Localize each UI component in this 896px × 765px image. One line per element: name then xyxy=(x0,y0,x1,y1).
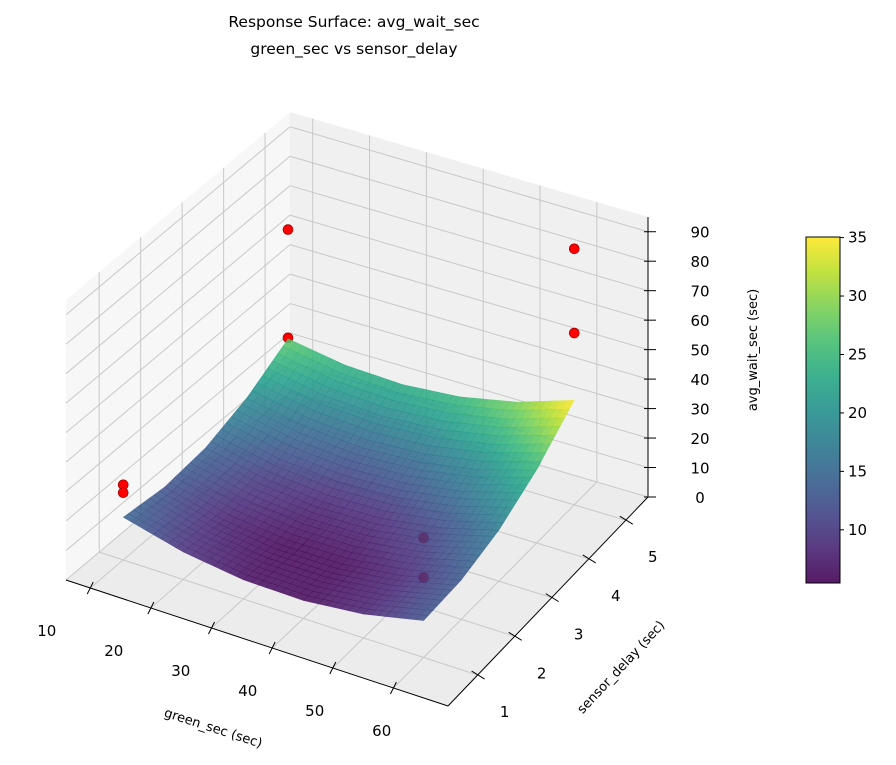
gridline-z xyxy=(65,155,291,345)
gridline-z xyxy=(65,303,291,492)
gridline-z xyxy=(289,244,649,351)
gridline-z xyxy=(289,185,649,292)
x-tick-mark xyxy=(208,621,215,635)
x-tick-mark xyxy=(329,661,337,675)
x-tick-label: 50 xyxy=(305,702,324,720)
gridline-z xyxy=(289,214,649,321)
z-tick-label: 60 xyxy=(690,312,709,330)
data-point xyxy=(568,327,580,339)
y-tick-label: 2 xyxy=(537,664,547,682)
gridline-z xyxy=(289,303,649,410)
y-tick-label: 3 xyxy=(574,626,584,644)
y-axis-line xyxy=(447,496,649,707)
gridline-z xyxy=(65,273,291,463)
chart-title-line-1: Response Surface: avg_wait_sec xyxy=(228,13,480,31)
gridline-z xyxy=(65,185,291,375)
y-tick-mark xyxy=(619,515,634,525)
y-tick-label: 5 xyxy=(648,548,658,566)
surface-patch xyxy=(415,614,429,621)
x-tick-mark xyxy=(268,641,276,655)
z-tick-label: 0 xyxy=(695,489,705,507)
axis-lines xyxy=(65,217,656,707)
chart-title-line-2: green_sec vs sensor_delay xyxy=(250,40,458,58)
gridline-z xyxy=(65,126,291,316)
colorbar-tick-label: 10 xyxy=(848,521,867,539)
z-tick-label: 80 xyxy=(690,253,709,271)
y-tick-label: 1 xyxy=(500,703,510,721)
x-tick-mark xyxy=(86,581,94,595)
data-point xyxy=(117,487,129,499)
y-tick-mark xyxy=(582,554,597,564)
y-tick-label: 4 xyxy=(611,587,621,605)
y-axis-label: sensor_delay (sec) xyxy=(575,618,669,717)
z-tick-label: 10 xyxy=(690,460,709,478)
colorbar-tick-label: 20 xyxy=(848,404,867,422)
y-tick-mark xyxy=(471,670,485,680)
gridline-z xyxy=(289,332,649,439)
z-tick-label: 20 xyxy=(690,430,709,448)
z-tick-label: 40 xyxy=(690,371,709,389)
gridline-y xyxy=(99,551,478,676)
x-tick-label: 40 xyxy=(238,682,257,700)
colorbar: 10 15 20 25 30 35 xyxy=(805,229,867,584)
data-point xyxy=(568,243,580,255)
colorbar-tick-label: 15 xyxy=(848,462,867,480)
gridline-z xyxy=(289,155,649,262)
gridline-z xyxy=(289,273,649,380)
x-tick-label: 10 xyxy=(37,622,56,640)
gridline-x xyxy=(393,481,598,689)
colorbar-tick-label: 30 xyxy=(848,287,867,305)
x-tick-label: 30 xyxy=(171,662,190,680)
x-tick-label: 60 xyxy=(372,722,391,740)
data-point xyxy=(282,224,294,235)
colorbar-tick-label: 35 xyxy=(848,229,867,247)
x-tick-label: 20 xyxy=(104,642,123,660)
gridline-z xyxy=(65,244,291,434)
y-tick-mark xyxy=(508,631,522,641)
surface xyxy=(122,338,575,621)
y-tick-mark xyxy=(545,593,559,603)
colorbar-gradient xyxy=(805,236,841,584)
x-axis-line xyxy=(65,579,449,707)
z-tick-label: 50 xyxy=(690,342,709,360)
x-tick-mark xyxy=(389,681,397,695)
z-tick-label: 90 xyxy=(690,224,709,242)
x-axis-label: green_sec (sec) xyxy=(162,706,264,752)
gridline-z xyxy=(289,126,649,233)
x-tick-mark xyxy=(147,601,155,615)
z-tick-label: 30 xyxy=(690,401,709,419)
z-tick-label: 70 xyxy=(690,283,709,301)
gridline-z xyxy=(65,332,291,522)
z-axis-label: avg_wait_sec (sec) xyxy=(746,289,761,411)
left-wall-pane xyxy=(66,112,290,580)
gridline-z xyxy=(65,214,291,404)
colorbar-tick-label: 25 xyxy=(848,345,867,363)
